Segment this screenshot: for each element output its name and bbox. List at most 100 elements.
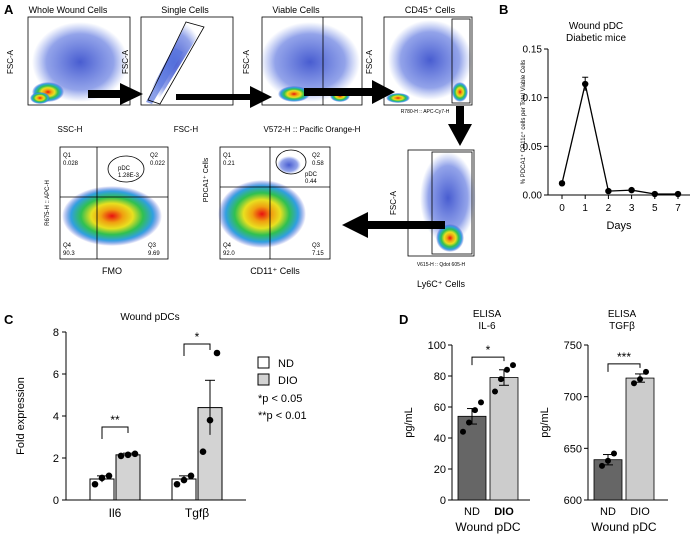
data-point: [643, 368, 649, 375]
gate-name: pDC: [118, 166, 131, 172]
legend-swatch-nd: [257, 356, 270, 369]
y-tick-label: 650: [564, 443, 582, 455]
data-point: [466, 419, 472, 426]
data-point: [605, 187, 612, 195]
data-point: [504, 366, 510, 373]
data-point: [472, 407, 478, 414]
data-point: [631, 380, 637, 387]
x-axis-label: Wound pDC: [591, 520, 656, 534]
x-tick-label: Il6: [109, 506, 122, 520]
flow-plot-xlabel: R780-H :: APC-Cy7-H: [401, 109, 450, 115]
flow-plot-caption: FMO: [102, 266, 122, 276]
y-tick-label: 40: [434, 433, 446, 445]
quadrant-q1: Q1 0.028: [63, 153, 79, 167]
gate-arrow: [88, 83, 143, 105]
y-tick-label: 600: [564, 495, 582, 507]
data-point: [492, 388, 498, 395]
q4-label: Q4: [223, 243, 232, 249]
flow-plot-title: Single Cells: [161, 5, 209, 15]
q3-label: Q3: [312, 243, 321, 249]
data-point: [187, 472, 195, 480]
y-tick-label: 700: [564, 392, 582, 404]
y-tick-label: 80: [434, 371, 446, 383]
data-point: [206, 416, 214, 424]
x-tick-label: ND: [600, 506, 616, 518]
data-point: [98, 474, 106, 482]
flow-plot-caption: CD11⁺ Cells: [250, 266, 300, 276]
bar-nd: [593, 459, 623, 501]
q1-label: Q1: [223, 153, 232, 159]
data-point: [124, 451, 132, 459]
line-chart: 0.00 0.05 0.10 0.15 0 1 2 3 5 7 Days % PDCA1⁺ CD11c…: [520, 45, 690, 232]
bar-nd: [457, 415, 487, 501]
bar-dio: [115, 454, 141, 501]
q2-label: Q2: [312, 153, 321, 159]
chart-title: Wound pDC: [569, 21, 623, 32]
flow-plot-single-cells: Single Cells FSC-A FSC-H: [121, 5, 234, 134]
quadrant-q2: Q2 0.58: [312, 153, 324, 167]
flow-plot-viable-cells: Viable Cells FSC-A V572-H :: Pacific Ora…: [242, 5, 363, 134]
q4-value: 90.3: [63, 251, 75, 257]
y-axis-label: pg/mL: [403, 407, 415, 438]
quadrant-q4: Q4 90.3: [63, 243, 75, 257]
data-point: [213, 349, 221, 357]
data-point: [637, 376, 643, 383]
data-point: [180, 476, 188, 484]
significance-bracket: [607, 363, 641, 372]
x-tick-label: 3: [629, 203, 635, 214]
bar-dio: [489, 377, 519, 501]
y-tick-label: 0: [440, 495, 446, 507]
panel-c: C Wound pDCs 0 2 4 6 8 Fold expression Il6 ** Tg…: [4, 312, 307, 520]
legend-pvalue-2: **p < 0.01: [258, 410, 307, 422]
series-line: [561, 83, 678, 195]
data-point: [599, 462, 605, 469]
data-point: [558, 180, 566, 187]
flow-plot-xlabel: V615-H :: Qdot 605-H: [417, 262, 466, 268]
significance-bracket: [101, 426, 129, 439]
flow-plot-title: Whole Wound Cells: [29, 5, 108, 15]
data-point: [131, 450, 139, 458]
significance-bracket: [471, 356, 505, 366]
flow-plot-whole-wound: Whole Wound Cells FSC-A SSC-H: [6, 5, 131, 134]
x-tick-label: DIO: [494, 506, 514, 518]
y-tick-label: 0: [53, 495, 59, 507]
flow-plot-ly6c-cells: FSC-A V615-H :: Qdot 605-H Ly6C⁺ Cells: [389, 149, 476, 289]
y-tick-label: 0.15: [523, 45, 543, 56]
y-tick-label: 100: [428, 340, 446, 352]
bar-chart-il6: 0 20 40 60 80 100 pg/mL ND DIO * Wound pDC: [403, 340, 530, 534]
y-axis-label: pg/mL: [539, 407, 551, 438]
bar-dio: [625, 377, 655, 501]
q3-label: Q3: [148, 243, 157, 249]
flow-plot-ylabel: FSC-A: [365, 49, 374, 74]
flow-plot-ylabel: FSC-A: [389, 190, 398, 215]
flow-plot-xlabel: SSC-H: [58, 125, 83, 134]
significance-bracket: [183, 343, 211, 356]
gate-arrow: [448, 106, 472, 146]
flow-plot-ylabel: FSC-A: [242, 49, 251, 74]
data-point: [478, 399, 484, 406]
x-tick-label: 7: [675, 203, 681, 214]
panel-b: B Wound pDC Diabetic mice 0.000.050.100.…: [499, 2, 690, 232]
data-point: [611, 450, 617, 457]
flow-plot-caption: Ly6C⁺ Cells: [417, 279, 465, 289]
x-tick-label: Tgfβ: [185, 506, 209, 520]
flow-plot-fmo: Q1 0.028 Q2 0.022 Q4 90.3 Q3 9.69 pDC 1.28E-3…: [45, 146, 169, 276]
chart-title: ELISA: [473, 309, 502, 320]
legend: ND DIO *p < 0.05 **p < 0.01: [257, 356, 307, 422]
y-tick-label: 0.10: [523, 93, 543, 104]
legend-swatch-dio: [257, 373, 270, 386]
bar-chart-fold-expression: 0 2 4 6 8 Fold expression Il6 ** Tgfβ *: [15, 327, 246, 520]
panel-d-letter: D: [399, 312, 408, 327]
gate-value: 0.44: [305, 179, 317, 185]
significance-label: **: [110, 413, 120, 427]
y-tick-label: 60: [434, 402, 446, 414]
panel-d: D ELISA IL-6 ELISA TGFβ 0 20 40 60 80 100 pg/m…: [399, 309, 668, 534]
flow-plot-cd45-cells: CD45⁺ Cells FSC-A R780-H :: APC-Cy7-H: [365, 5, 473, 115]
panel-a-letter: A: [4, 2, 14, 17]
chart-subtitle: IL-6: [478, 321, 496, 332]
y-tick-label: 4: [53, 411, 59, 423]
legend-label-dio: DIO: [278, 375, 298, 387]
chart-title: Wound pDCs: [120, 312, 179, 323]
gate-value: 1.28E-3: [118, 173, 140, 179]
